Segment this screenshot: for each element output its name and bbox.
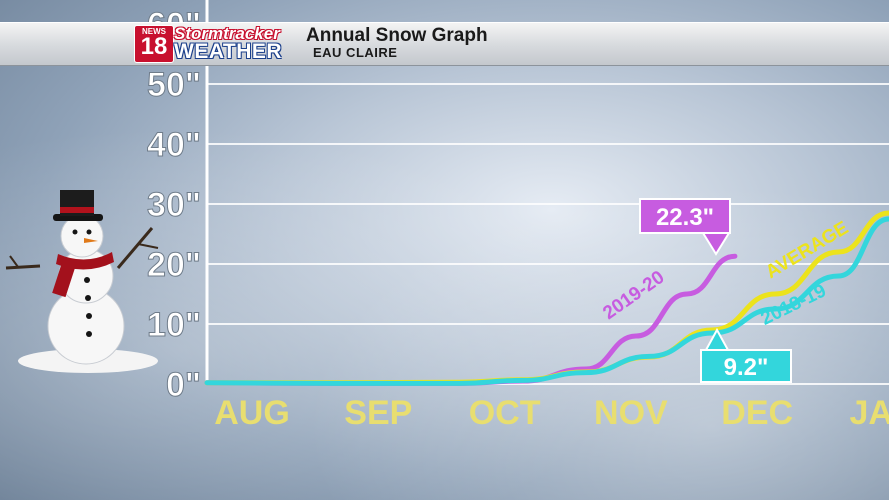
x-tick-label-sep: SEP xyxy=(344,394,412,432)
y-tick-label-40: 40" xyxy=(147,126,201,164)
left-twig-branch xyxy=(9,255,19,268)
left-twig-arm xyxy=(5,264,41,270)
y-tick-label-20: 20" xyxy=(147,246,201,284)
snowman-head xyxy=(60,214,104,258)
callout-2019-20-box xyxy=(639,198,731,234)
carrot-nose xyxy=(84,238,98,243)
gridlines xyxy=(207,23,889,385)
scarf-tail xyxy=(52,258,77,298)
button-2 xyxy=(85,295,91,301)
series-lines xyxy=(204,210,889,386)
button-3 xyxy=(86,313,92,319)
right-twig-branch xyxy=(137,243,159,249)
logo-stormtracker-text: Stormtracker xyxy=(174,24,280,43)
callout-2019-20: 22.3" xyxy=(639,198,731,256)
top-hat-band xyxy=(60,207,94,213)
news18-badge: NEWS 18 xyxy=(134,25,174,63)
y-tick-label-50: 50" xyxy=(147,66,201,104)
chart-subtitle: EAU CLAIRE xyxy=(313,45,398,60)
button-1 xyxy=(84,277,90,283)
y-tick-label-0: 0" xyxy=(166,366,201,404)
x-tick-label-nov: NOV xyxy=(594,394,668,432)
snowman-right-eye xyxy=(86,229,92,235)
callout-2019-20-pointer xyxy=(701,232,731,256)
x-tick-label-dec: DEC xyxy=(721,394,793,432)
chart-title: Annual Snow Graph xyxy=(306,25,488,46)
x-tick-label-aug: AUG xyxy=(214,394,290,432)
x-tick-label-oct: OCT xyxy=(469,394,541,432)
callout-2018-19: 9.2" xyxy=(700,327,792,383)
y-tick-label-30: 30" xyxy=(147,186,201,224)
x-tick-label-jan: JAN xyxy=(849,394,889,432)
snowman-illustration xyxy=(5,190,159,373)
logo-weather-text: WEATHER xyxy=(174,40,283,63)
x-tick-labels: AUG SEP OCT NOV DEC JAN xyxy=(214,394,889,432)
callout-2018-19-box xyxy=(700,349,792,383)
snowman-left-eye xyxy=(72,229,78,235)
series-label-2019-20: 2019-20 xyxy=(599,267,668,324)
callout-2018-19-value: 9.2" xyxy=(724,354,769,381)
logo-number-text: 18 xyxy=(140,33,168,60)
series-line-2018-19 xyxy=(204,216,889,386)
button-4 xyxy=(86,331,92,337)
station-logo: NEWS 18 Stormtracker WEATHER xyxy=(134,24,300,63)
right-twig-arm xyxy=(116,227,154,269)
callout-2019-20-value: 22.3" xyxy=(656,204,714,231)
logo-news-text: NEWS xyxy=(142,27,166,36)
y-tick-label-10: 10" xyxy=(147,306,201,344)
